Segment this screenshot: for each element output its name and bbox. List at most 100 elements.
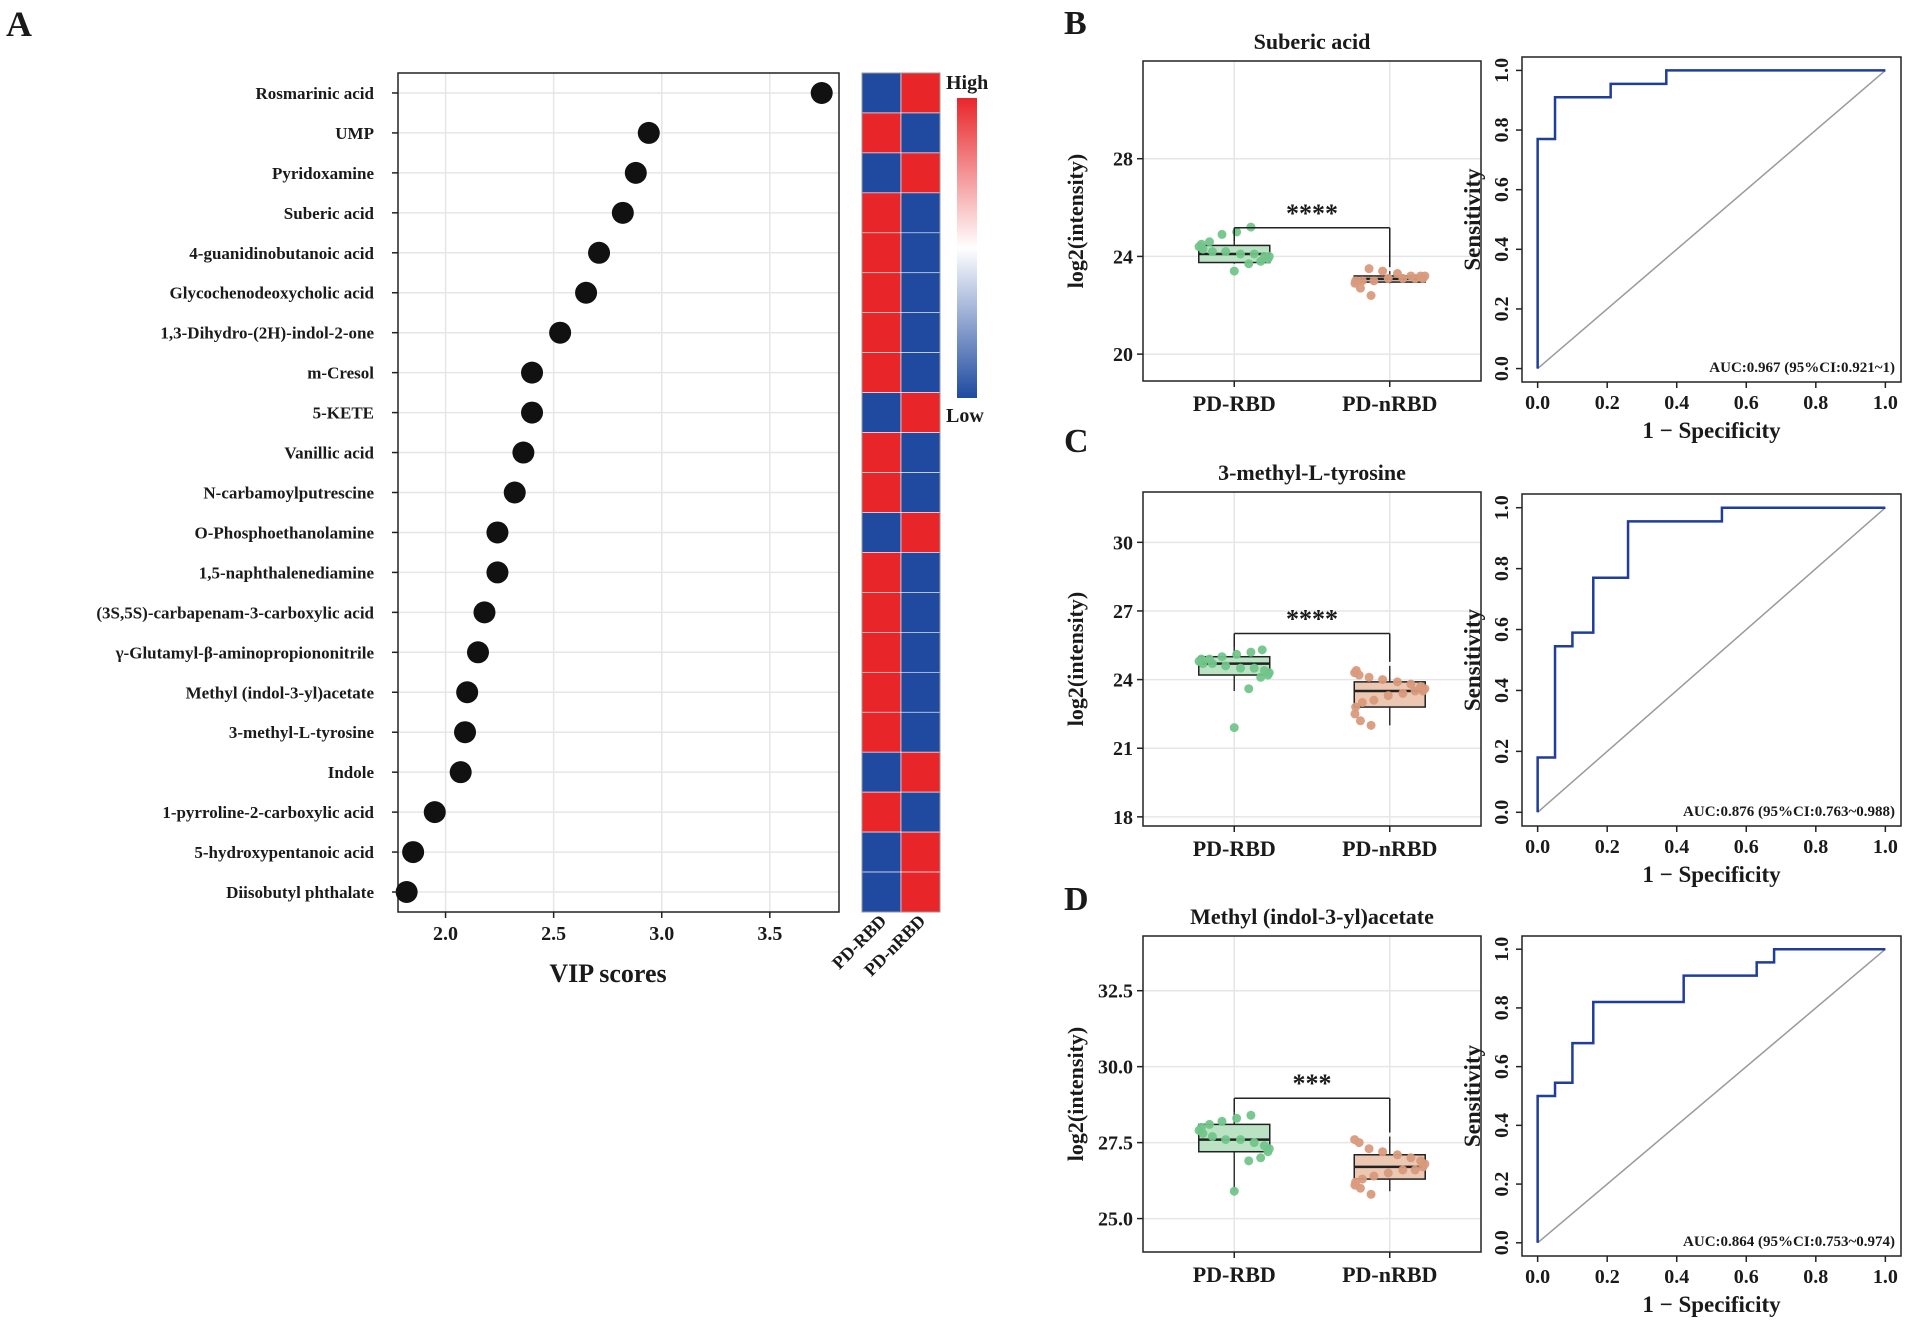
- box-data-point: [1229, 723, 1239, 733]
- roc-x-tick-label: 0.0: [1525, 1266, 1550, 1288]
- roc-y-tick-label: 1.0: [1491, 937, 1513, 962]
- box-data-point: [1235, 1135, 1245, 1145]
- vip-dot: [449, 761, 472, 784]
- vip-x-tick-label: 3.5: [757, 923, 782, 945]
- heatmap-cell: [861, 152, 902, 194]
- box-data-point: [1259, 251, 1269, 261]
- heatmap-cell: [861, 592, 902, 633]
- box-data-point: [1196, 239, 1206, 249]
- roc-auc-label: AUC:0.876 (95%CI:0.763~0.988): [1683, 804, 1895, 820]
- box-data-point: [1207, 1132, 1217, 1142]
- box-data-point: [1383, 1168, 1393, 1178]
- roc-y-tick-label: 1.0: [1491, 58, 1513, 83]
- roc-x-tick-label: 0.8: [1803, 836, 1828, 858]
- heatmap-cell: [900, 432, 941, 473]
- roc-x-tick-label: 0.8: [1803, 1266, 1828, 1288]
- heatmap-frame: [861, 72, 941, 913]
- box-data-point: [1355, 716, 1365, 726]
- heatmap-cell: [900, 871, 941, 913]
- vip-metabolite-label: Vanillic acid: [284, 444, 374, 463]
- box-data-point: [1229, 266, 1239, 276]
- roc-x-tick-label: 0.2: [1595, 392, 1620, 414]
- box-data-point: [1416, 681, 1426, 691]
- box-y-tick-label: 24: [1113, 670, 1133, 692]
- heatmap-cell: [861, 112, 902, 154]
- roc-reference-diagonal: [1537, 948, 1886, 1244]
- box-category-label: PD-nRBD: [1342, 391, 1437, 416]
- roc-y-tick-label: 0.2: [1491, 1172, 1513, 1197]
- heatmap-cells: [861, 72, 941, 913]
- vip-metabolite-label: UMP: [335, 124, 374, 143]
- box-data-point: [1416, 271, 1426, 281]
- heatmap-cell: [861, 671, 902, 713]
- box-data-point: [1406, 1153, 1416, 1163]
- vip-metabolite-labels: Rosmarinic acid UMP Pyridoxamine Suberic ac…: [96, 84, 398, 902]
- box-plot-frame: [1142, 935, 1482, 1253]
- box-data-point: [1392, 677, 1402, 687]
- box-data-point: [1249, 663, 1259, 673]
- heatmap-legend-low: Low: [946, 405, 984, 427]
- box-data-point: [1249, 249, 1259, 259]
- vip-dot: [402, 841, 425, 864]
- box-data-point: [1383, 273, 1393, 283]
- box-y-tick-label: 18: [1113, 807, 1133, 829]
- roc-y-tick-label: 0.4: [1491, 678, 1513, 703]
- box-y-tick-label: 27.5: [1098, 1133, 1133, 1155]
- heatmap-cell: [861, 72, 902, 114]
- roc-curve-line: [1536, 947, 1886, 1243]
- box-data-point: [1369, 276, 1379, 286]
- box-data-point: [1221, 661, 1231, 671]
- heatmap-cell: [861, 751, 902, 793]
- box-plot-frame: [1142, 491, 1482, 827]
- box-y-tick-label: 25.0: [1098, 1209, 1133, 1231]
- box-plot-frame: [1142, 60, 1482, 382]
- roc-x-tick-label: 0.2: [1595, 1266, 1620, 1288]
- vip-metabolite-label: Diisobutyl phthalate: [226, 883, 374, 902]
- significance-label: ****: [1286, 199, 1338, 228]
- box-data-point: [1378, 266, 1388, 276]
- box-category-label: PD-nRBD: [1342, 1262, 1437, 1287]
- box-category-label: PD-nRBD: [1342, 836, 1437, 861]
- roc-curve-methyl-indol-3-yl-acetate: 0.0 0.2 0.4 0.6 0.8 1.0 0.0 0.2 0.4 0.6 0.8 1.0 AUC:…: [1460, 935, 1902, 1317]
- vip-dot: [486, 561, 509, 584]
- box-plot-methyl-indol-3-yl-acetate: *** 25.0 27.5 30.0 32.5 PD-RBD PD-nRBD Methyl (…: [1063, 904, 1482, 1287]
- vip-metabolite-label: 1,5-naphthalenediamine: [199, 563, 375, 582]
- heatmap-cell: [900, 152, 941, 194]
- roc-y-tick-label: 0.0: [1491, 800, 1513, 825]
- vip-metabolite-label: Suberic acid: [284, 204, 375, 223]
- vip-dot: [503, 481, 526, 504]
- heatmap-cell: [900, 711, 941, 753]
- box-data-point: [1246, 1110, 1256, 1120]
- roc-auc-label: AUC:0.864 (95%CI:0.753~0.974): [1683, 1234, 1895, 1250]
- vip-dot: [575, 281, 598, 304]
- vip-dot: [454, 721, 477, 744]
- panel-label-d: D: [1064, 881, 1089, 918]
- roc-x-tick-label: 1.0: [1873, 1266, 1898, 1288]
- heatmap-cell: [861, 871, 902, 913]
- roc-auc-label: AUC:0.967 (95%CI:0.921~1): [1709, 360, 1895, 376]
- vip-dot: [810, 81, 833, 104]
- panel-label-c: C: [1064, 423, 1089, 460]
- box-data-point: [1257, 645, 1267, 655]
- box-data-point: [1357, 697, 1367, 707]
- heatmap-cell: [861, 711, 902, 753]
- roc-plot-frame: [1521, 56, 1902, 383]
- roc-y-tick-label: 0.2: [1491, 739, 1513, 764]
- vip-metabolite-label: (3S,5S)-carbapenam-3-carboxylic acid: [96, 603, 374, 622]
- vip-dot: [486, 521, 509, 544]
- heatmap-color-scale: [957, 98, 977, 398]
- box-data-point: [1364, 672, 1374, 682]
- roc-x-axis-label: 1 − Specificity: [1642, 1292, 1781, 1317]
- box-y-tick-label: 30: [1113, 532, 1133, 554]
- box-data-point: [1204, 1119, 1214, 1129]
- box-data-point: [1406, 679, 1416, 689]
- box-data-point: [1351, 276, 1361, 286]
- vip-dot: [521, 401, 544, 424]
- box-y-tick-label: 30.0: [1098, 1057, 1133, 1079]
- heatmap-cell: [900, 272, 941, 314]
- box-data-point: [1244, 684, 1254, 694]
- vip-metabolite-label: Indole: [328, 763, 375, 782]
- roc-plot-frame: [1521, 935, 1902, 1257]
- box-data-point: [1392, 1150, 1402, 1160]
- roc-x-axis-label: 1 − Specificity: [1642, 418, 1781, 443]
